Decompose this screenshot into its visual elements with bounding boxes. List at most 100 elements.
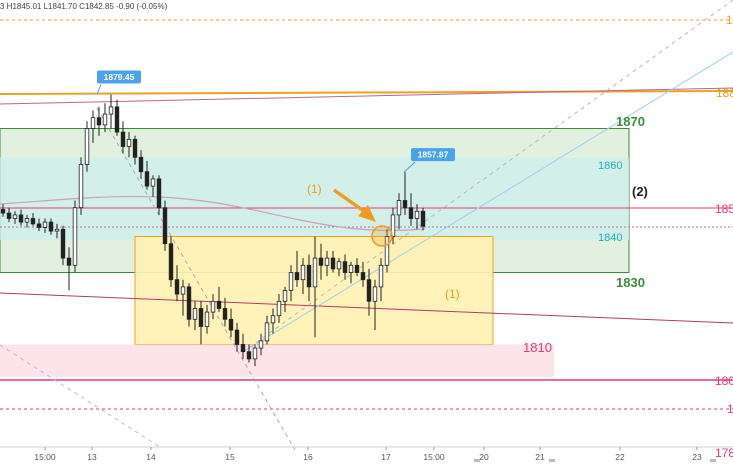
annotation-arrow-shaft — [332, 188, 370, 216]
candle-body — [234, 329, 240, 345]
candle-body — [150, 178, 156, 187]
descending-dashed-line — [96, 107, 296, 451]
candle-body — [204, 311, 210, 327]
level-label: (1) — [307, 182, 322, 196]
candle-body — [348, 264, 354, 273]
resistance-line-orange — [0, 90, 733, 95]
candle-body — [48, 221, 54, 232]
candle-body — [258, 340, 264, 349]
ohlc-readout: 3 H1845.01 L1841.70 C1842.85 -0.90 (-0.0… — [0, 2, 168, 11]
x-axis-tick-label: 15:00 — [423, 452, 445, 462]
candle-body — [408, 207, 414, 219]
candle-body — [6, 212, 12, 219]
candle-body — [12, 214, 18, 219]
candle-body — [114, 106, 120, 133]
x-axis-marker — [549, 459, 555, 462]
candle-body — [372, 286, 378, 302]
level-label: 1870 — [616, 114, 645, 129]
candle-body — [282, 290, 288, 302]
candle-body — [78, 164, 84, 209]
candle-body — [72, 207, 78, 266]
candle-body — [120, 131, 126, 147]
candle-body — [378, 264, 384, 288]
x-axis-tick-label: 21 — [535, 452, 545, 462]
candle-body — [180, 286, 186, 295]
right-axis-label: 185 — [715, 202, 733, 216]
zone-pink-zone — [0, 344, 554, 377]
price-callout-box — [97, 70, 141, 84]
candle-body — [42, 221, 48, 228]
candle-body — [18, 214, 24, 223]
candle-body — [420, 210, 426, 227]
candle-body — [210, 300, 216, 313]
x-axis-marker — [710, 459, 716, 462]
candle-body — [0, 209, 6, 214]
candle-body — [108, 106, 114, 115]
price-callout-label: 1879.45 — [104, 72, 135, 82]
candle-body — [216, 300, 222, 309]
x-axis-tick-label: 14 — [146, 452, 156, 462]
candle-body — [174, 279, 180, 295]
candle-body — [54, 228, 60, 232]
candle-body — [312, 257, 318, 288]
candle-body — [270, 315, 276, 324]
candle-body — [246, 351, 252, 360]
candle-body — [144, 171, 150, 187]
candle-body — [102, 113, 108, 126]
candle-body — [30, 218, 36, 225]
right-axis-label: 1 — [726, 13, 733, 27]
x-axis-tick-label: 13 — [87, 452, 97, 462]
right-axis-label: 178 — [715, 446, 733, 460]
candle-body — [192, 308, 198, 320]
price-callout-label: 1857.87 — [418, 150, 449, 160]
price-callout-pointer — [96, 84, 102, 95]
candle-body — [324, 257, 330, 266]
candle-body — [318, 257, 324, 266]
candle-body — [300, 264, 306, 281]
candle-body — [162, 207, 168, 245]
candle-body — [402, 200, 408, 209]
candle-body — [252, 347, 258, 360]
candle-body — [36, 223, 42, 228]
level-label: (2) — [632, 184, 648, 199]
right-axis-label: 1 — [727, 402, 733, 416]
candle-body — [186, 286, 192, 320]
candle-body — [96, 117, 102, 126]
x-axis-tick-label: 16 — [303, 452, 313, 462]
candle-body — [306, 264, 312, 288]
candle-body — [198, 308, 204, 327]
candle-body — [222, 308, 228, 320]
trendline-upper-purple — [0, 87, 733, 105]
candle-body — [168, 243, 174, 281]
candle-body — [336, 261, 342, 270]
candle-body — [294, 272, 300, 281]
candle-body — [90, 117, 96, 129]
x-axis-tick-label: 20 — [479, 452, 489, 462]
level-label: 1810 — [523, 340, 552, 355]
candle-body — [24, 218, 30, 223]
candle-body — [360, 272, 366, 281]
level-label: 1830 — [616, 275, 645, 290]
candle-body — [276, 300, 282, 317]
x-axis-tick-label: 22 — [615, 452, 625, 462]
candle-body — [342, 261, 348, 273]
x-axis-tick-label: 15:00 — [34, 452, 56, 462]
candle-body — [414, 210, 420, 219]
moving-average-line — [0, 195, 426, 232]
candle-body — [396, 200, 402, 216]
candle-body — [84, 128, 90, 165]
candle-body — [126, 138, 132, 147]
price-callout-box — [411, 148, 455, 162]
candle-body — [132, 138, 138, 158]
candle-body — [60, 228, 66, 259]
right-axis-label: 180 — [715, 374, 733, 388]
candle-body — [66, 257, 72, 266]
price-callout-pointer — [403, 161, 416, 173]
level-label: 1860 — [598, 160, 622, 172]
candle-body — [354, 264, 360, 273]
candle-body — [264, 322, 270, 342]
candle-body — [240, 344, 246, 353]
candle-body — [288, 272, 294, 291]
